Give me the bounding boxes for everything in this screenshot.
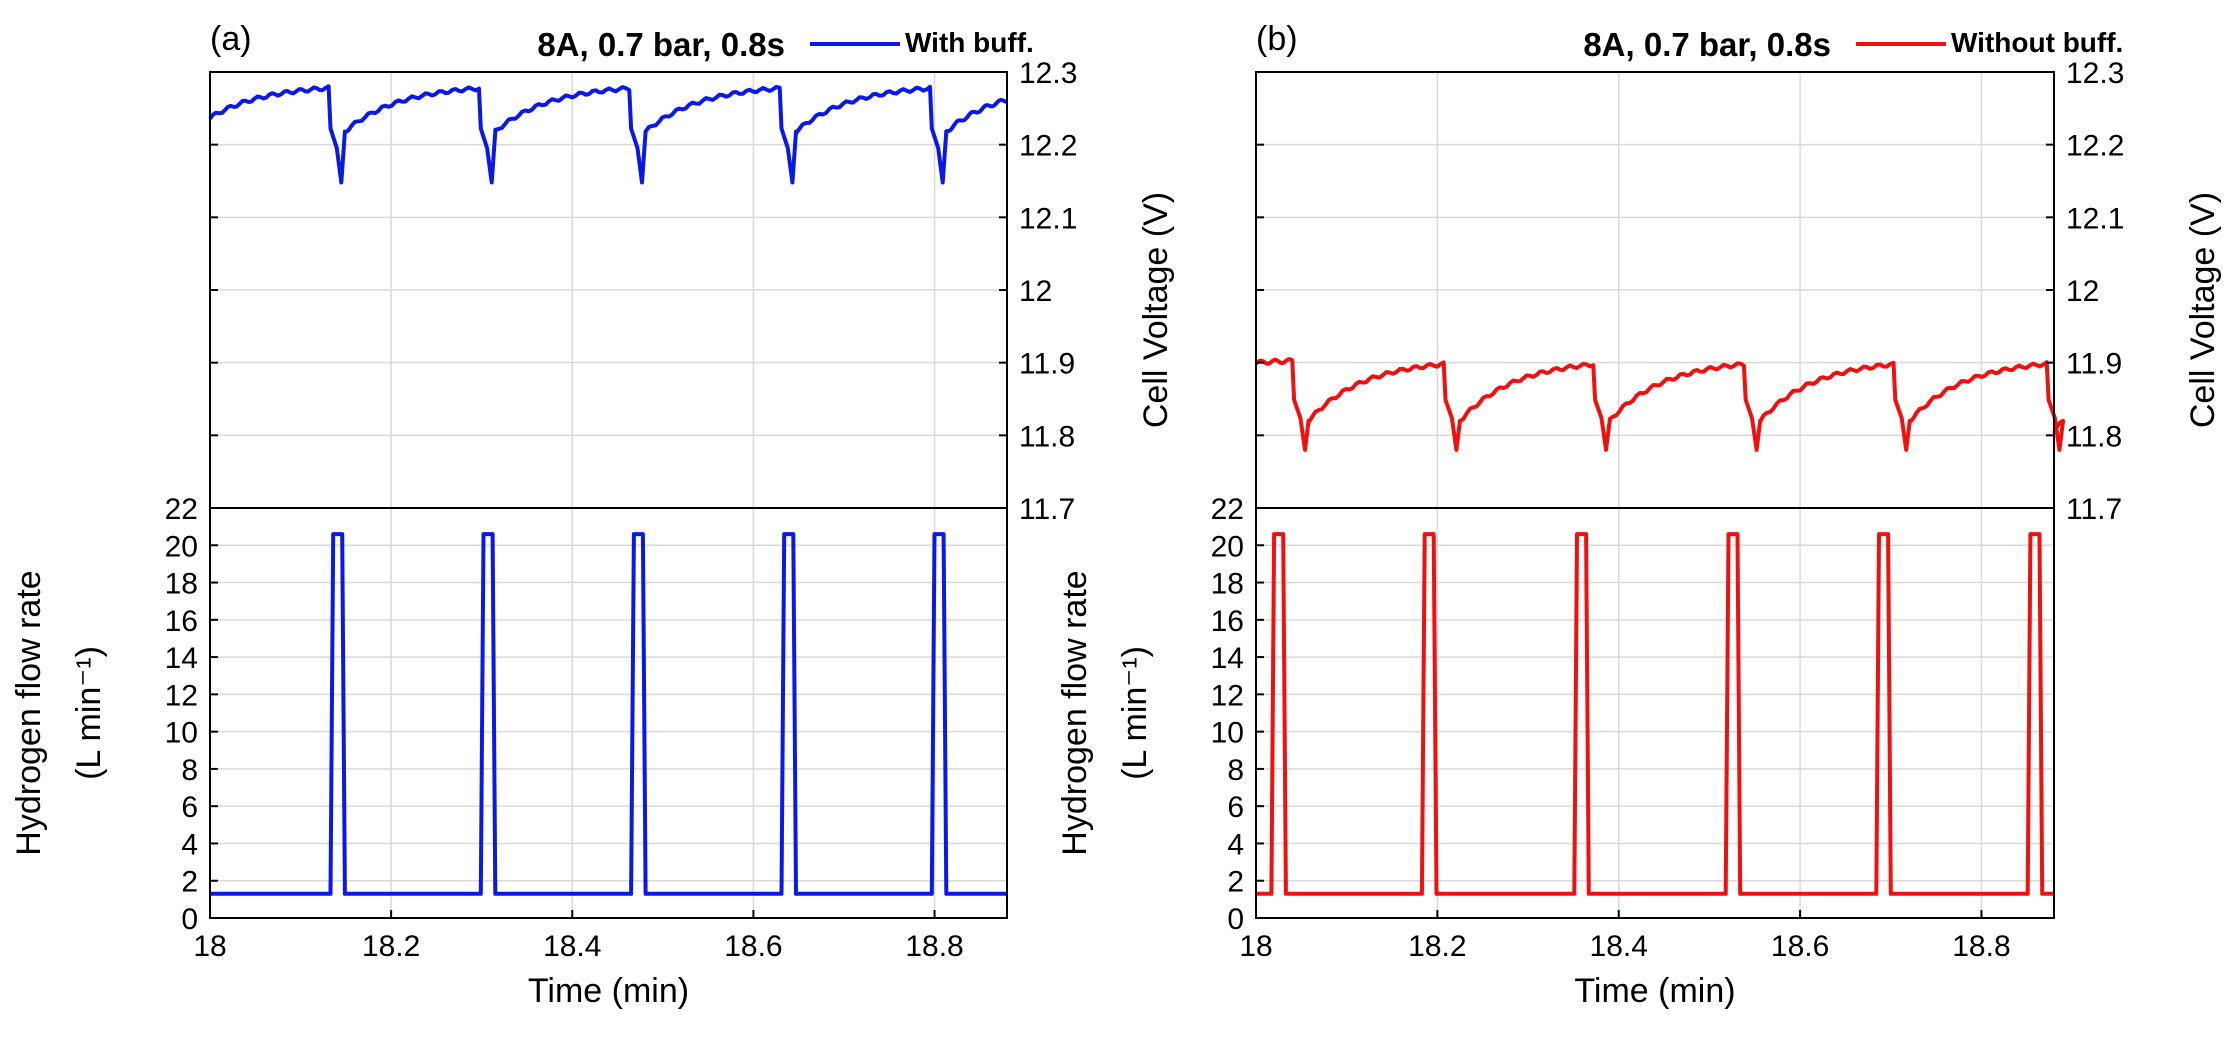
- panel-b-voltage-tick-label: 11.8: [2066, 420, 2122, 453]
- panel-a-x-tick-label: 18.6: [724, 930, 782, 963]
- panel-b-flow-line: [1256, 532, 2054, 896]
- panel-a-flow-tick-label: 20: [165, 530, 198, 563]
- panel-a-flow-tick-label: 14: [165, 642, 198, 675]
- panel-a-x-tick-label: 18.8: [905, 930, 963, 963]
- panel-b-label: (b): [1256, 20, 1298, 58]
- panel-b-voltage-tick-label: 11.7: [2066, 493, 2122, 526]
- panel-b-voltage-tick-label: 12.3: [2066, 57, 2124, 90]
- panel-a-x-tick-label: 18: [193, 930, 226, 963]
- panel-b-x-tick-label: 18: [1239, 930, 1272, 963]
- panel-a-voltage-tick-label: 11.7: [1019, 493, 1075, 526]
- panel-a-x-tick-label: 18.2: [362, 930, 420, 963]
- panel-a-flow-tick-label: 4: [181, 828, 198, 861]
- panel-b-x-axis-label: Time (min): [1574, 972, 1735, 1010]
- panel-b-flow-tick-label: 2: [1227, 866, 1244, 899]
- panel-a-legend-label: With buff.: [905, 27, 1034, 58]
- panel-a-label: (a): [210, 20, 252, 58]
- panel-a-voltage-tick-label: 12.2: [1019, 130, 1077, 163]
- panel-a-voltage-tick-label: 12.1: [1019, 202, 1077, 235]
- panel-a-flow-line: [210, 532, 1007, 896]
- panel-a-x-tick-label: 18.4: [543, 930, 601, 963]
- panel-b-flow-axis-label-line2: (L min⁻¹): [1116, 646, 1154, 780]
- panel-a-flow-tick-label: 8: [181, 754, 198, 787]
- panel-b-legend-label: Without buff.: [1951, 27, 2123, 58]
- panel-b-flow-tick-label: 18: [1211, 568, 1244, 601]
- panel-b-flow-tick-label: 8: [1227, 754, 1244, 787]
- panel-a-voltage-tick-label: 11.9: [1019, 348, 1075, 381]
- panel-a-voltage-tick-label: 12.3: [1019, 57, 1077, 90]
- panel-a-flow-tick-label: 10: [165, 717, 198, 750]
- panel-a-flow-tick-label: 2: [181, 866, 198, 899]
- panel-a-flow-axis-label-line1: Hydrogen flow rate: [10, 570, 48, 855]
- panel-b-axes-frame: [1255, 71, 2055, 919]
- panel-b-x-tick-label: 18.2: [1408, 930, 1466, 963]
- panel-b-flow-tick-label: 4: [1227, 828, 1244, 861]
- panel-b-title: 8A, 0.7 bar, 0.8s: [1583, 26, 1831, 63]
- panel-b-voltage-tick-label: 12: [2066, 275, 2099, 308]
- panel-a-flow-tick-label: 22: [165, 493, 198, 526]
- panel-a-flow-axis-label-line2: (L min⁻¹): [70, 646, 108, 780]
- panel-b-x-tick-label: 18.8: [1952, 930, 2010, 963]
- panel-a-flow-tick-label: 0: [181, 903, 198, 936]
- panel-b-voltage-tick-label: 11.9: [2066, 348, 2122, 381]
- panel-a-flow-tick-label: 16: [165, 605, 198, 638]
- panel-b-flow-tick-label: 22: [1211, 493, 1244, 526]
- panel-a-axes-frame: [209, 71, 1008, 919]
- panel-b-flow-tick-label: 10: [1211, 717, 1244, 750]
- panel-b-flow-tick-label: 20: [1211, 530, 1244, 563]
- panel-b-voltage-axis-label: Cell Voltage (V): [2184, 192, 2222, 428]
- panel-b-flow-tick-label: 12: [1211, 679, 1244, 712]
- panel-b-flow-tick-label: 0: [1227, 903, 1244, 936]
- panel-a-flow-tick-label: 18: [165, 568, 198, 601]
- panel-b-flow-tick-label: 6: [1227, 791, 1244, 824]
- panel-a-voltage-tick-label: 12: [1019, 275, 1052, 308]
- panel-a-title: 8A, 0.7 bar, 0.8s: [537, 26, 785, 63]
- panel-b-flow-tick-label: 14: [1211, 642, 1244, 675]
- panel-b-voltage-line: [1254, 357, 2066, 452]
- panel-b-flow-tick-label: 16: [1211, 605, 1244, 638]
- panel-a-voltage-tick-label: 11.8: [1019, 420, 1075, 453]
- panel-a-voltage-axis-label: Cell Voltage (V): [1137, 192, 1175, 428]
- panel-b-x-tick-label: 18.6: [1771, 930, 1829, 963]
- panel-b-x-tick-label: 18.4: [1590, 930, 1648, 963]
- panel-a-x-axis-label: Time (min): [528, 972, 689, 1010]
- panel-a-flow-tick-label: 12: [165, 679, 198, 712]
- panel-b-voltage-tick-label: 12.1: [2066, 202, 2124, 235]
- panel-a-flow-tick-label: 6: [181, 791, 198, 824]
- panel-b-flow-axis-label-line1: Hydrogen flow rate: [1056, 570, 1094, 855]
- panel-b-voltage-tick-label: 12.2: [2066, 130, 2124, 163]
- panel-a-voltage-line: [208, 84, 1008, 185]
